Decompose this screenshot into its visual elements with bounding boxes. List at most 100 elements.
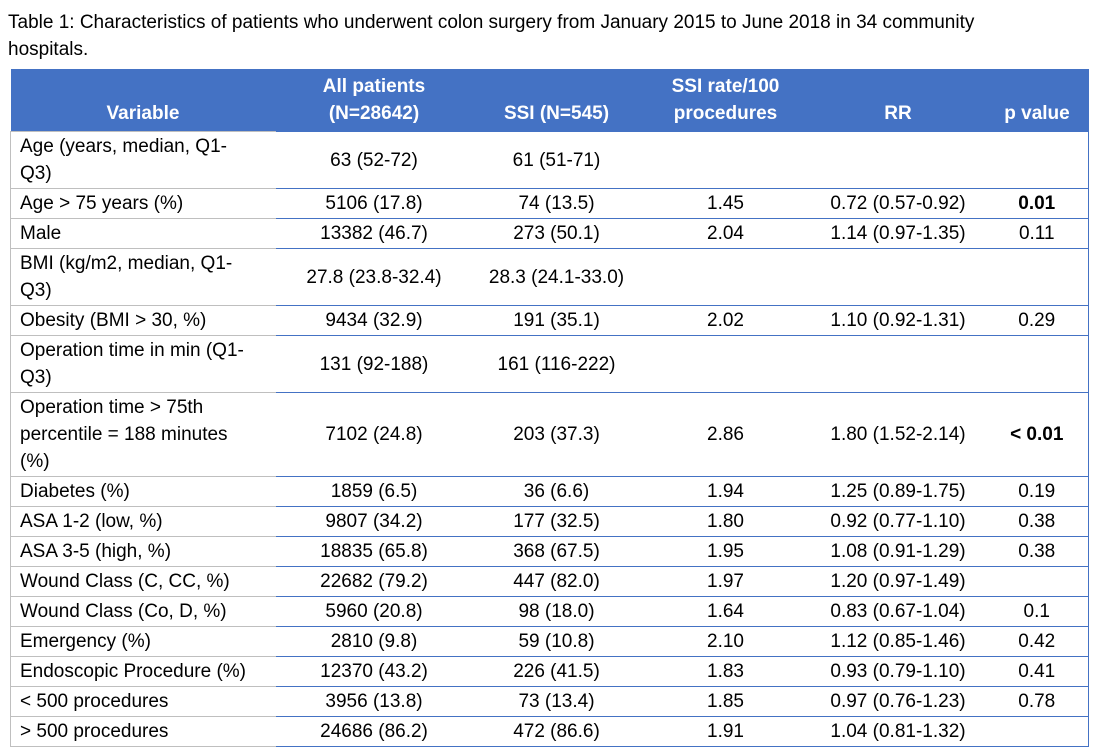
header-ssi-rate: SSI rate/100 procedures	[640, 69, 811, 132]
cell-variable: Operation time > 75th percentile = 188 m…	[10, 392, 276, 477]
cell-p-value: 0.41	[985, 656, 1089, 687]
cell-ssi-rate: 1.83	[640, 656, 811, 687]
cell-ssi-rate: 1.45	[640, 188, 811, 219]
cell-all-patients: 12370 (43.2)	[275, 656, 473, 687]
cell-ssi-rate: 2.02	[640, 305, 811, 336]
table-row: ASA 1-2 (low, %) 9807 (34.2) 177 (32.5) 1.8…	[10, 506, 1089, 537]
cell-all-patients: 1859 (6.5)	[275, 476, 473, 507]
cell-all-patients: 3956 (13.8)	[275, 686, 473, 717]
cell-ssi-rate: 2.86	[640, 392, 811, 477]
cell-ssi: 61 (51-71)	[472, 131, 641, 189]
table-row: BMI (kg/m2, median, Q1- Q3) 27.8 (23.8-32…	[10, 248, 1089, 306]
cell-all-patients: 5960 (20.8)	[275, 596, 473, 627]
cell-variable: ASA 1-2 (low, %)	[10, 506, 276, 537]
table-row: Age > 75 years (%) 5106 (17.8) 74 (13.5) 1.…	[10, 188, 1089, 219]
cell-variable: > 500 procedures	[10, 716, 276, 747]
header-variable: Variable	[10, 69, 276, 132]
patients-table: Variable All patients (N=28642) SSI (N=5…	[10, 69, 1089, 747]
cell-rr: 1.08 (0.91-1.29)	[810, 536, 986, 567]
table-row: < 500 procedures 3956 (13.8) 73 (13.4) 1.85…	[10, 686, 1089, 717]
table-row: Obesity (BMI > 30, %) 9434 (32.9) 191 (35.…	[10, 305, 1089, 336]
cell-p-value: 0.78	[985, 686, 1089, 717]
header-p-value: p value	[985, 69, 1089, 132]
cell-rr: 0.83 (0.67-1.04)	[810, 596, 986, 627]
table-body: Age (years, median, Q1- Q3) 63 (52-72) 61 …	[10, 131, 1089, 747]
cell-variable: Diabetes (%)	[10, 476, 276, 507]
cell-p-value	[985, 335, 1089, 393]
cell-rr: 1.20 (0.97-1.49)	[810, 566, 986, 597]
cell-rr: 0.97 (0.76-1.23)	[810, 686, 986, 717]
cell-all-patients: 7102 (24.8)	[275, 392, 473, 477]
cell-all-patients: 9807 (34.2)	[275, 506, 473, 537]
cell-ssi: 203 (37.3)	[472, 392, 641, 477]
table-row: ASA 3-5 (high, %) 18835 (65.8) 368 (67.5) 1…	[10, 536, 1089, 567]
cell-rr: 1.10 (0.92-1.31)	[810, 305, 986, 336]
cell-p-value: 0.1	[985, 596, 1089, 627]
cell-rr	[810, 131, 986, 189]
cell-p-value	[985, 716, 1089, 747]
cell-variable: Endoscopic Procedure (%)	[10, 656, 276, 687]
table-row: Endoscopic Procedure (%) 12370 (43.2) 226 …	[10, 656, 1089, 687]
cell-variable: Wound Class (C, CC, %)	[10, 566, 276, 597]
cell-ssi-rate	[640, 131, 811, 189]
cell-variable: Operation time in min (Q1- Q3)	[10, 335, 276, 393]
cell-ssi-rate	[640, 335, 811, 393]
cell-variable: Emergency (%)	[10, 626, 276, 657]
table-row: Diabetes (%) 1859 (6.5) 36 (6.6) 1.94 1.25 (…	[10, 476, 1089, 507]
cell-p-value: 0.29	[985, 305, 1089, 336]
cell-variable: Male	[10, 218, 276, 249]
cell-rr: 1.14 (0.97-1.35)	[810, 218, 986, 249]
cell-ssi: 36 (6.6)	[472, 476, 641, 507]
cell-variable: Wound Class (Co, D, %)	[10, 596, 276, 627]
cell-rr: 1.12 (0.85-1.46)	[810, 626, 986, 657]
cell-rr: 1.25 (0.89-1.75)	[810, 476, 986, 507]
cell-ssi: 74 (13.5)	[472, 188, 641, 219]
cell-ssi-rate: 2.10	[640, 626, 811, 657]
cell-all-patients: 63 (52-72)	[275, 131, 473, 189]
cell-ssi-rate: 1.97	[640, 566, 811, 597]
cell-rr: 1.04 (0.81-1.32)	[810, 716, 986, 747]
cell-variable: ASA 3-5 (high, %)	[10, 536, 276, 567]
cell-p-value: 0.01	[985, 188, 1089, 219]
cell-ssi: 98 (18.0)	[472, 596, 641, 627]
cell-ssi: 28.3 (24.1-33.0)	[472, 248, 641, 306]
table-row: > 500 procedures 24686 (86.2) 472 (86.6) 1.…	[10, 716, 1089, 747]
cell-p-value: 0.19	[985, 476, 1089, 507]
header-ssi: SSI (N=545)	[472, 69, 641, 132]
table-row: Operation time > 75th percentile = 188 m…	[10, 392, 1089, 477]
cell-p-value	[985, 131, 1089, 189]
cell-ssi-rate	[640, 248, 811, 306]
table-row: Wound Class (Co, D, %) 5960 (20.8) 98 (18.…	[10, 596, 1089, 627]
cell-variable: Obesity (BMI > 30, %)	[10, 305, 276, 336]
cell-all-patients: 2810 (9.8)	[275, 626, 473, 657]
cell-ssi: 447 (82.0)	[472, 566, 641, 597]
cell-all-patients: 22682 (79.2)	[275, 566, 473, 597]
cell-ssi: 273 (50.1)	[472, 218, 641, 249]
cell-p-value: 0.38	[985, 506, 1089, 537]
cell-ssi-rate: 1.80	[640, 506, 811, 537]
cell-ssi-rate: 1.64	[640, 596, 811, 627]
cell-rr	[810, 335, 986, 393]
cell-all-patients: 13382 (46.7)	[275, 218, 473, 249]
cell-rr: 0.72 (0.57-0.92)	[810, 188, 986, 219]
header-all-patients: All patients (N=28642)	[275, 69, 473, 132]
cell-variable: < 500 procedures	[10, 686, 276, 717]
table-row: Male 13382 (46.7) 273 (50.1) 2.04 1.14 (0.97…	[10, 218, 1089, 249]
cell-variable: Age (years, median, Q1- Q3)	[10, 131, 276, 189]
cell-all-patients: 131 (92-188)	[275, 335, 473, 393]
cell-ssi: 161 (116-222)	[472, 335, 641, 393]
cell-p-value	[985, 566, 1089, 597]
cell-variable: Age > 75 years (%)	[10, 188, 276, 219]
cell-ssi: 177 (32.5)	[472, 506, 641, 537]
cell-ssi-rate: 1.85	[640, 686, 811, 717]
cell-all-patients: 24686 (86.2)	[275, 716, 473, 747]
cell-ssi: 226 (41.5)	[472, 656, 641, 687]
table-header: Variable All patients (N=28642) SSI (N=5…	[10, 69, 1089, 132]
cell-ssi-rate: 1.95	[640, 536, 811, 567]
cell-p-value: 0.42	[985, 626, 1089, 657]
cell-all-patients: 9434 (32.9)	[275, 305, 473, 336]
cell-ssi-rate: 2.04	[640, 218, 811, 249]
cell-all-patients: 5106 (17.8)	[275, 188, 473, 219]
cell-all-patients: 27.8 (23.8-32.4)	[275, 248, 473, 306]
